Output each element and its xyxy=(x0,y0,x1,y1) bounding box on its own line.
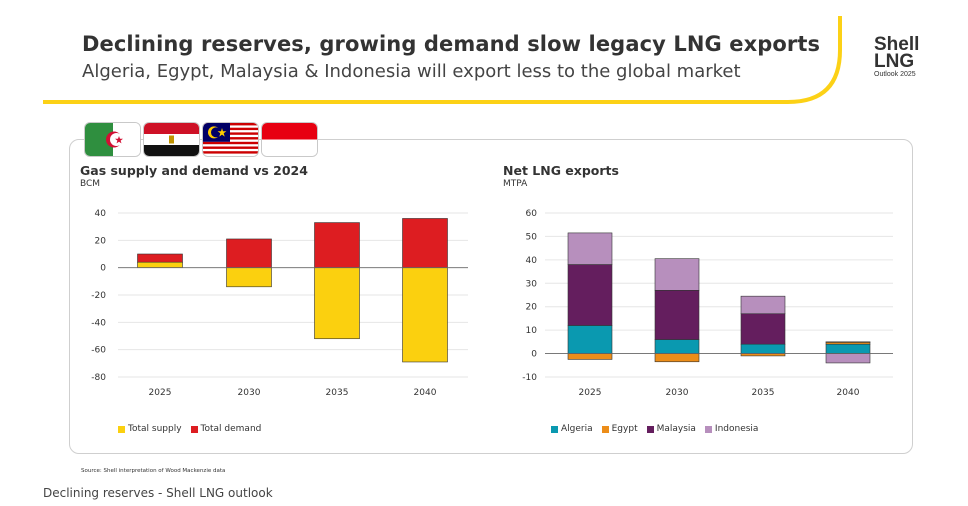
chart2-ytick-label: 0 xyxy=(531,350,537,360)
chart2-ytick-label: -10 xyxy=(522,373,537,383)
chart2-ytick-label: 50 xyxy=(526,232,538,242)
chart2-bar-malaysia-2025 xyxy=(567,264,613,326)
chart1-ytick-label: -80 xyxy=(91,373,106,383)
chart2-unit: MTPA xyxy=(503,179,528,189)
chart2-bar-algeria-2035 xyxy=(740,343,786,354)
chart1-bar-total-demand-2040 xyxy=(402,218,448,268)
chart1-ytick-label: 40 xyxy=(95,209,107,219)
chart2-bar-algeria-2040 xyxy=(825,343,871,354)
legend-swatch xyxy=(601,425,609,433)
chart2-bar-indonesia-2035 xyxy=(740,295,786,315)
legend-item-malaysia: Malaysia xyxy=(646,424,696,434)
page-subtitle: Algeria, Egypt, Malaysia & Indonesia wil… xyxy=(82,61,741,82)
chart1-bar-total-demand-2035 xyxy=(314,222,360,268)
chart2-bar-egypt-2030 xyxy=(654,353,700,363)
chart2-bar-malaysia-2030 xyxy=(654,290,700,340)
legend-item-indonesia: Indonesia xyxy=(704,424,759,434)
chart2-category-label: 2025 xyxy=(579,388,602,398)
chart2-bar-indonesia-2025 xyxy=(567,232,613,265)
chart2-ytick-label: 30 xyxy=(526,279,538,289)
header-accent-line xyxy=(43,16,842,104)
chart1-bar-total-supply-2040 xyxy=(402,267,448,363)
legend-swatch xyxy=(646,425,654,433)
malaysia-flag-icon xyxy=(202,122,259,157)
chart2-ytick-label: 10 xyxy=(526,326,538,336)
source-note: Source: Shell interpretation of Wood Mac… xyxy=(81,468,226,474)
chart1-ytick-label: 20 xyxy=(95,236,107,246)
brand-line-outlook: Outlook 2025 xyxy=(874,71,916,78)
legend-swatch xyxy=(118,425,125,433)
legend-item-total-supply: Total supply xyxy=(118,424,182,434)
chart1-ytick-label: 0 xyxy=(100,264,106,274)
chart1-category-label: 2040 xyxy=(414,388,437,398)
chart2-bar-indonesia-2030 xyxy=(654,258,700,291)
chart2-bar-malaysia-2035 xyxy=(740,313,786,345)
brand-logo: Shell LNG Outlook 2025 xyxy=(874,34,920,79)
brand-line-shell: Shell xyxy=(874,34,920,55)
legend-swatch xyxy=(704,425,712,433)
legend-label: Malaysia xyxy=(656,424,696,434)
chart1-legend: Total supply Total demand xyxy=(118,424,270,434)
chart2-ytick-label: 60 xyxy=(526,209,538,219)
chart2-title: Net LNG exports xyxy=(503,163,619,178)
legend-label: Indonesia xyxy=(714,424,759,434)
chart1-category-label: 2030 xyxy=(238,388,261,398)
legend-label: Algeria xyxy=(561,424,593,434)
chart1-unit: BCM xyxy=(80,179,101,189)
chart2-category-label: 2035 xyxy=(752,388,775,398)
legend-item-algeria: Algeria xyxy=(551,424,593,434)
chart2-bar-egypt-2025 xyxy=(567,353,613,360)
chart1-title: Gas supply and demand vs 2024 xyxy=(80,163,308,178)
chart2-bar-indonesia-2040 xyxy=(825,353,871,364)
chart2-legend: Algeria Egypt Malaysia Indonesia xyxy=(551,424,767,434)
chart1-bar-total-supply-2035 xyxy=(314,267,360,340)
algeria-flag-icon xyxy=(84,122,141,157)
chart1-bar-total-demand-2030 xyxy=(226,238,272,268)
legend-label: Egypt xyxy=(611,424,638,434)
page-title: Declining reserves, growing demand slow … xyxy=(82,32,821,56)
legend-label: Total demand xyxy=(200,424,262,434)
image-caption: Declining reserves - Shell LNG outlook xyxy=(43,486,273,500)
chart1-ytick-label: -40 xyxy=(91,318,106,328)
chart2-category-label: 2040 xyxy=(837,388,860,398)
chart2-ytick-label: 40 xyxy=(526,256,538,266)
chart2-category-label: 2030 xyxy=(666,388,689,398)
chart1-bar-total-demand-2025 xyxy=(137,253,183,263)
chart2-ytick-label: 20 xyxy=(526,303,538,313)
chart2-bar-malaysia-2040 xyxy=(825,341,871,343)
chart2-bar-algeria-2025 xyxy=(567,325,613,354)
chart2-bar-algeria-2030 xyxy=(654,339,700,354)
chart1-category-label: 2035 xyxy=(326,388,349,398)
indonesia-flag-icon xyxy=(261,122,318,157)
legend-swatch xyxy=(551,425,558,433)
legend-item-total-demand: Total demand xyxy=(190,424,262,434)
brand-line-lng: LNG xyxy=(874,51,915,72)
legend-item-egypt: Egypt xyxy=(601,424,638,434)
legend-label: Total supply xyxy=(128,424,182,434)
chart1-ytick-label: -60 xyxy=(91,346,106,356)
chart1-category-label: 2025 xyxy=(149,388,172,398)
chart1-ytick-label: -20 xyxy=(91,291,106,301)
egypt-flag-icon xyxy=(143,122,200,157)
legend-swatch xyxy=(190,425,198,433)
